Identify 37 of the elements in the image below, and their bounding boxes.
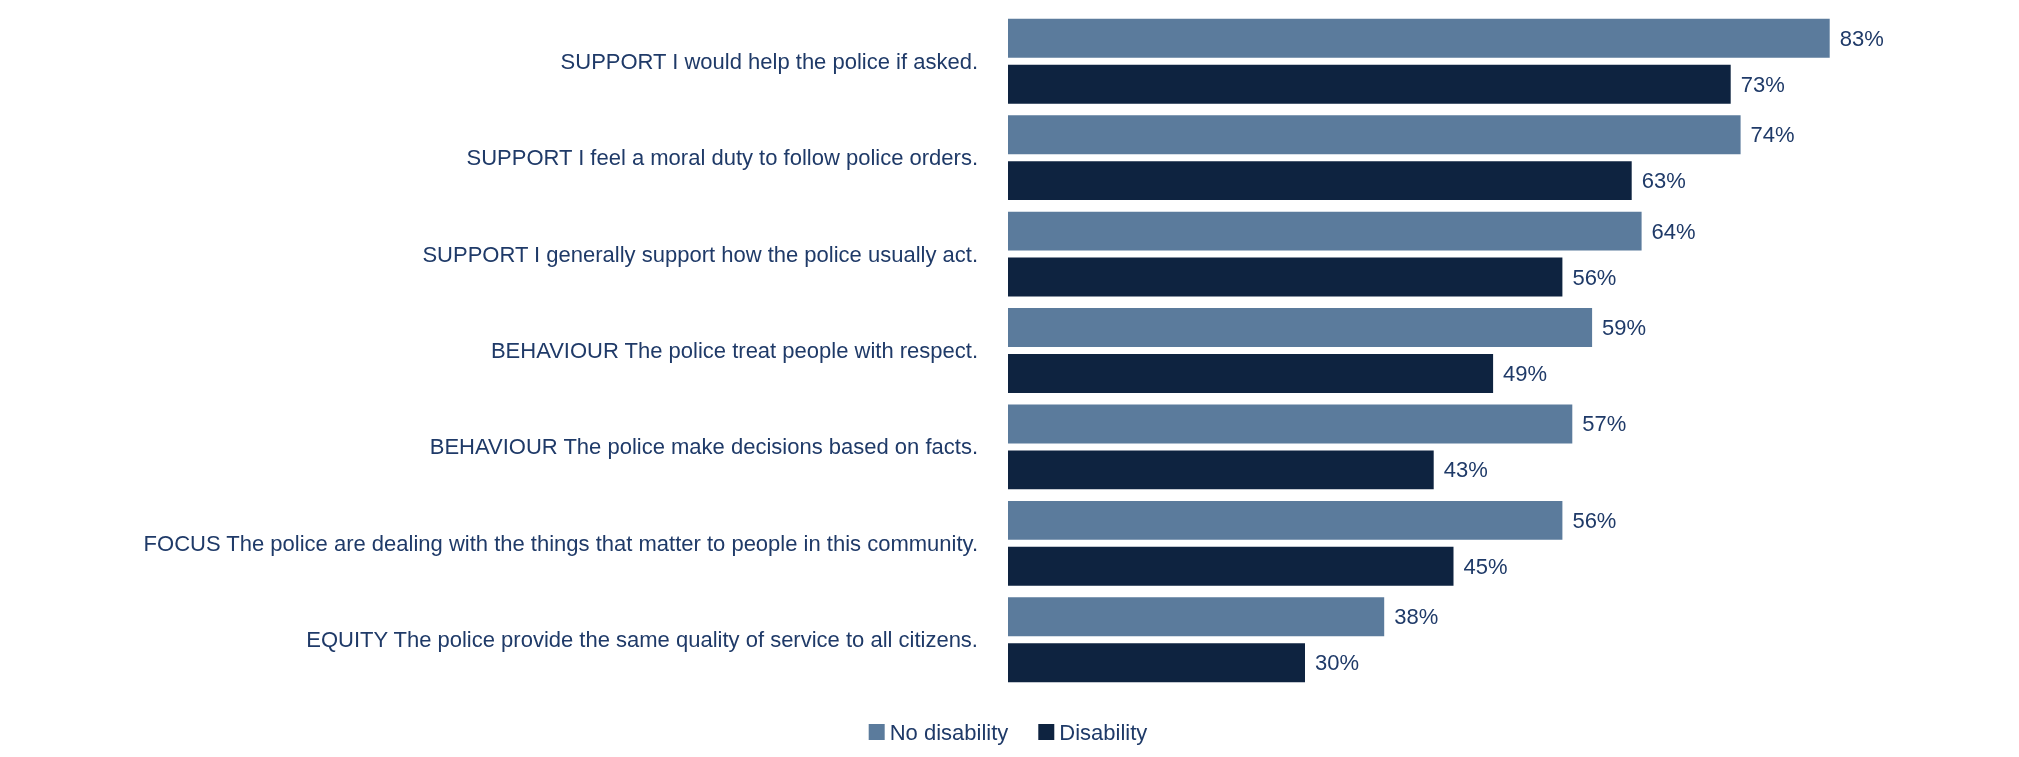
bar <box>1008 643 1305 683</box>
bar <box>1008 450 1434 490</box>
bar <box>1008 211 1642 251</box>
bar <box>1008 18 1830 58</box>
data-label: 57% <box>1582 411 1627 437</box>
data-label: 63% <box>1641 168 1686 194</box>
bar <box>1008 354 1494 393</box>
y-tick-label: BEHAVIOUR The police treat people with respect. <box>490 338 978 363</box>
data-label: 59% <box>1602 315 1647 341</box>
data-label: 45% <box>1463 553 1508 579</box>
bar <box>1008 308 1593 347</box>
bar <box>1008 404 1573 444</box>
data-label: 43% <box>1443 457 1488 483</box>
data-label: 56% <box>1572 507 1617 533</box>
bar <box>1008 546 1454 586</box>
y-tick-label: BEHAVIOUR The police make decisions based on facts. <box>429 434 978 460</box>
y-tick-label: EQUITY The police provide the same quality of service to all citizens. <box>306 627 978 653</box>
y-tick-label: SUPPORT I would help the police if asked. <box>560 48 978 74</box>
bar <box>1008 500 1563 540</box>
legend-label: Disability <box>1059 719 1148 745</box>
bar <box>1008 115 1741 155</box>
data-label: 64% <box>1651 218 1696 244</box>
legend-label: No disability <box>889 719 1009 745</box>
data-label: 73% <box>1740 71 1785 97</box>
data-label: 83% <box>1839 25 1884 51</box>
bar <box>1008 64 1731 104</box>
data-label: 49% <box>1503 360 1548 386</box>
y-tick-label: SUPPORT I generally support how the police usually act. <box>422 241 978 267</box>
bar <box>1008 161 1632 201</box>
data-label: 74% <box>1750 122 1795 148</box>
bar <box>1008 597 1385 637</box>
bar <box>1008 257 1563 297</box>
y-tick-label: FOCUS The police are dealing with the things that matter to people in this community. <box>143 530 978 556</box>
data-label: 56% <box>1572 264 1617 290</box>
data-label: 30% <box>1315 650 1360 676</box>
data-label: 38% <box>1394 604 1439 630</box>
y-tick-label: SUPPORT I feel a moral duty to follow police orders. <box>466 145 978 171</box>
